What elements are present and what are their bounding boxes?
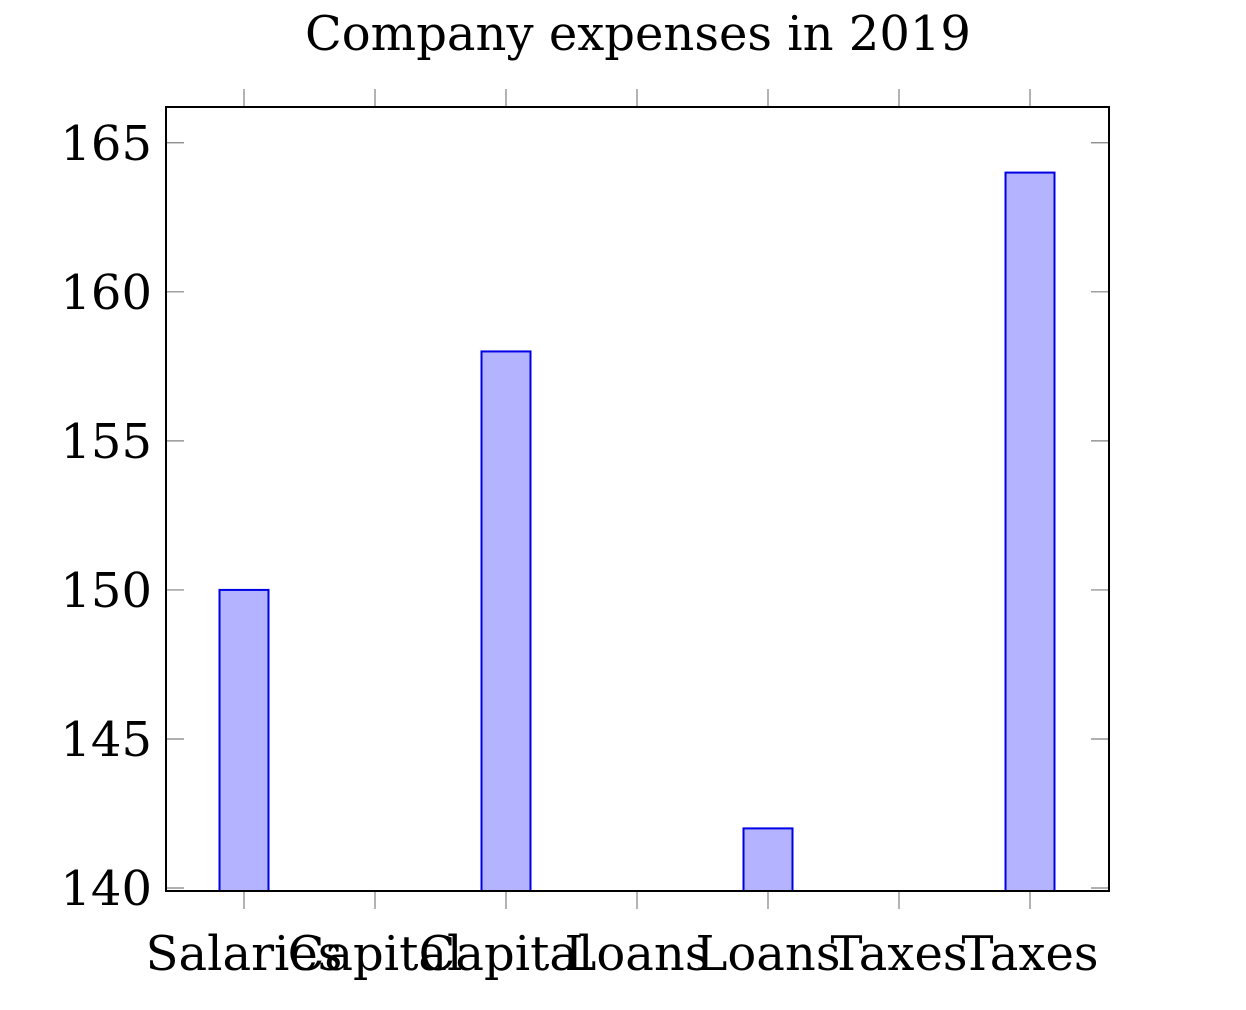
x-tick-label: Loans [565,926,710,982]
plot-frame [165,106,1110,892]
x-tick-label: Salaries [146,926,343,982]
x-tick-label: Capital [419,926,594,982]
bar [480,350,532,893]
x-tick-label: Loans [696,926,841,982]
bars-layer [218,171,1056,893]
chart-title: Company expenses in 2019 [305,6,971,62]
bar [742,827,794,892]
y-tick-label: 140 [60,861,152,917]
bar [218,588,270,892]
x-tick-label: Capital [288,926,463,982]
x-tick-label: Taxes [961,926,1098,982]
y-tick-label: 145 [60,712,152,768]
y-tick-label: 155 [60,414,152,470]
y-tick-label: 150 [60,563,152,619]
x-tick-labels: SalariesCapitalCapitalLoansLoansTaxesTax… [146,926,1099,982]
y-tick-label: 160 [60,265,152,321]
y-tick-labels: 140 145 150 155 160 165 [60,116,152,917]
ticks-layer [166,89,1109,909]
y-tick-label: 165 [60,116,152,172]
bar [1004,171,1056,893]
x-tick-label: Taxes [830,926,967,982]
